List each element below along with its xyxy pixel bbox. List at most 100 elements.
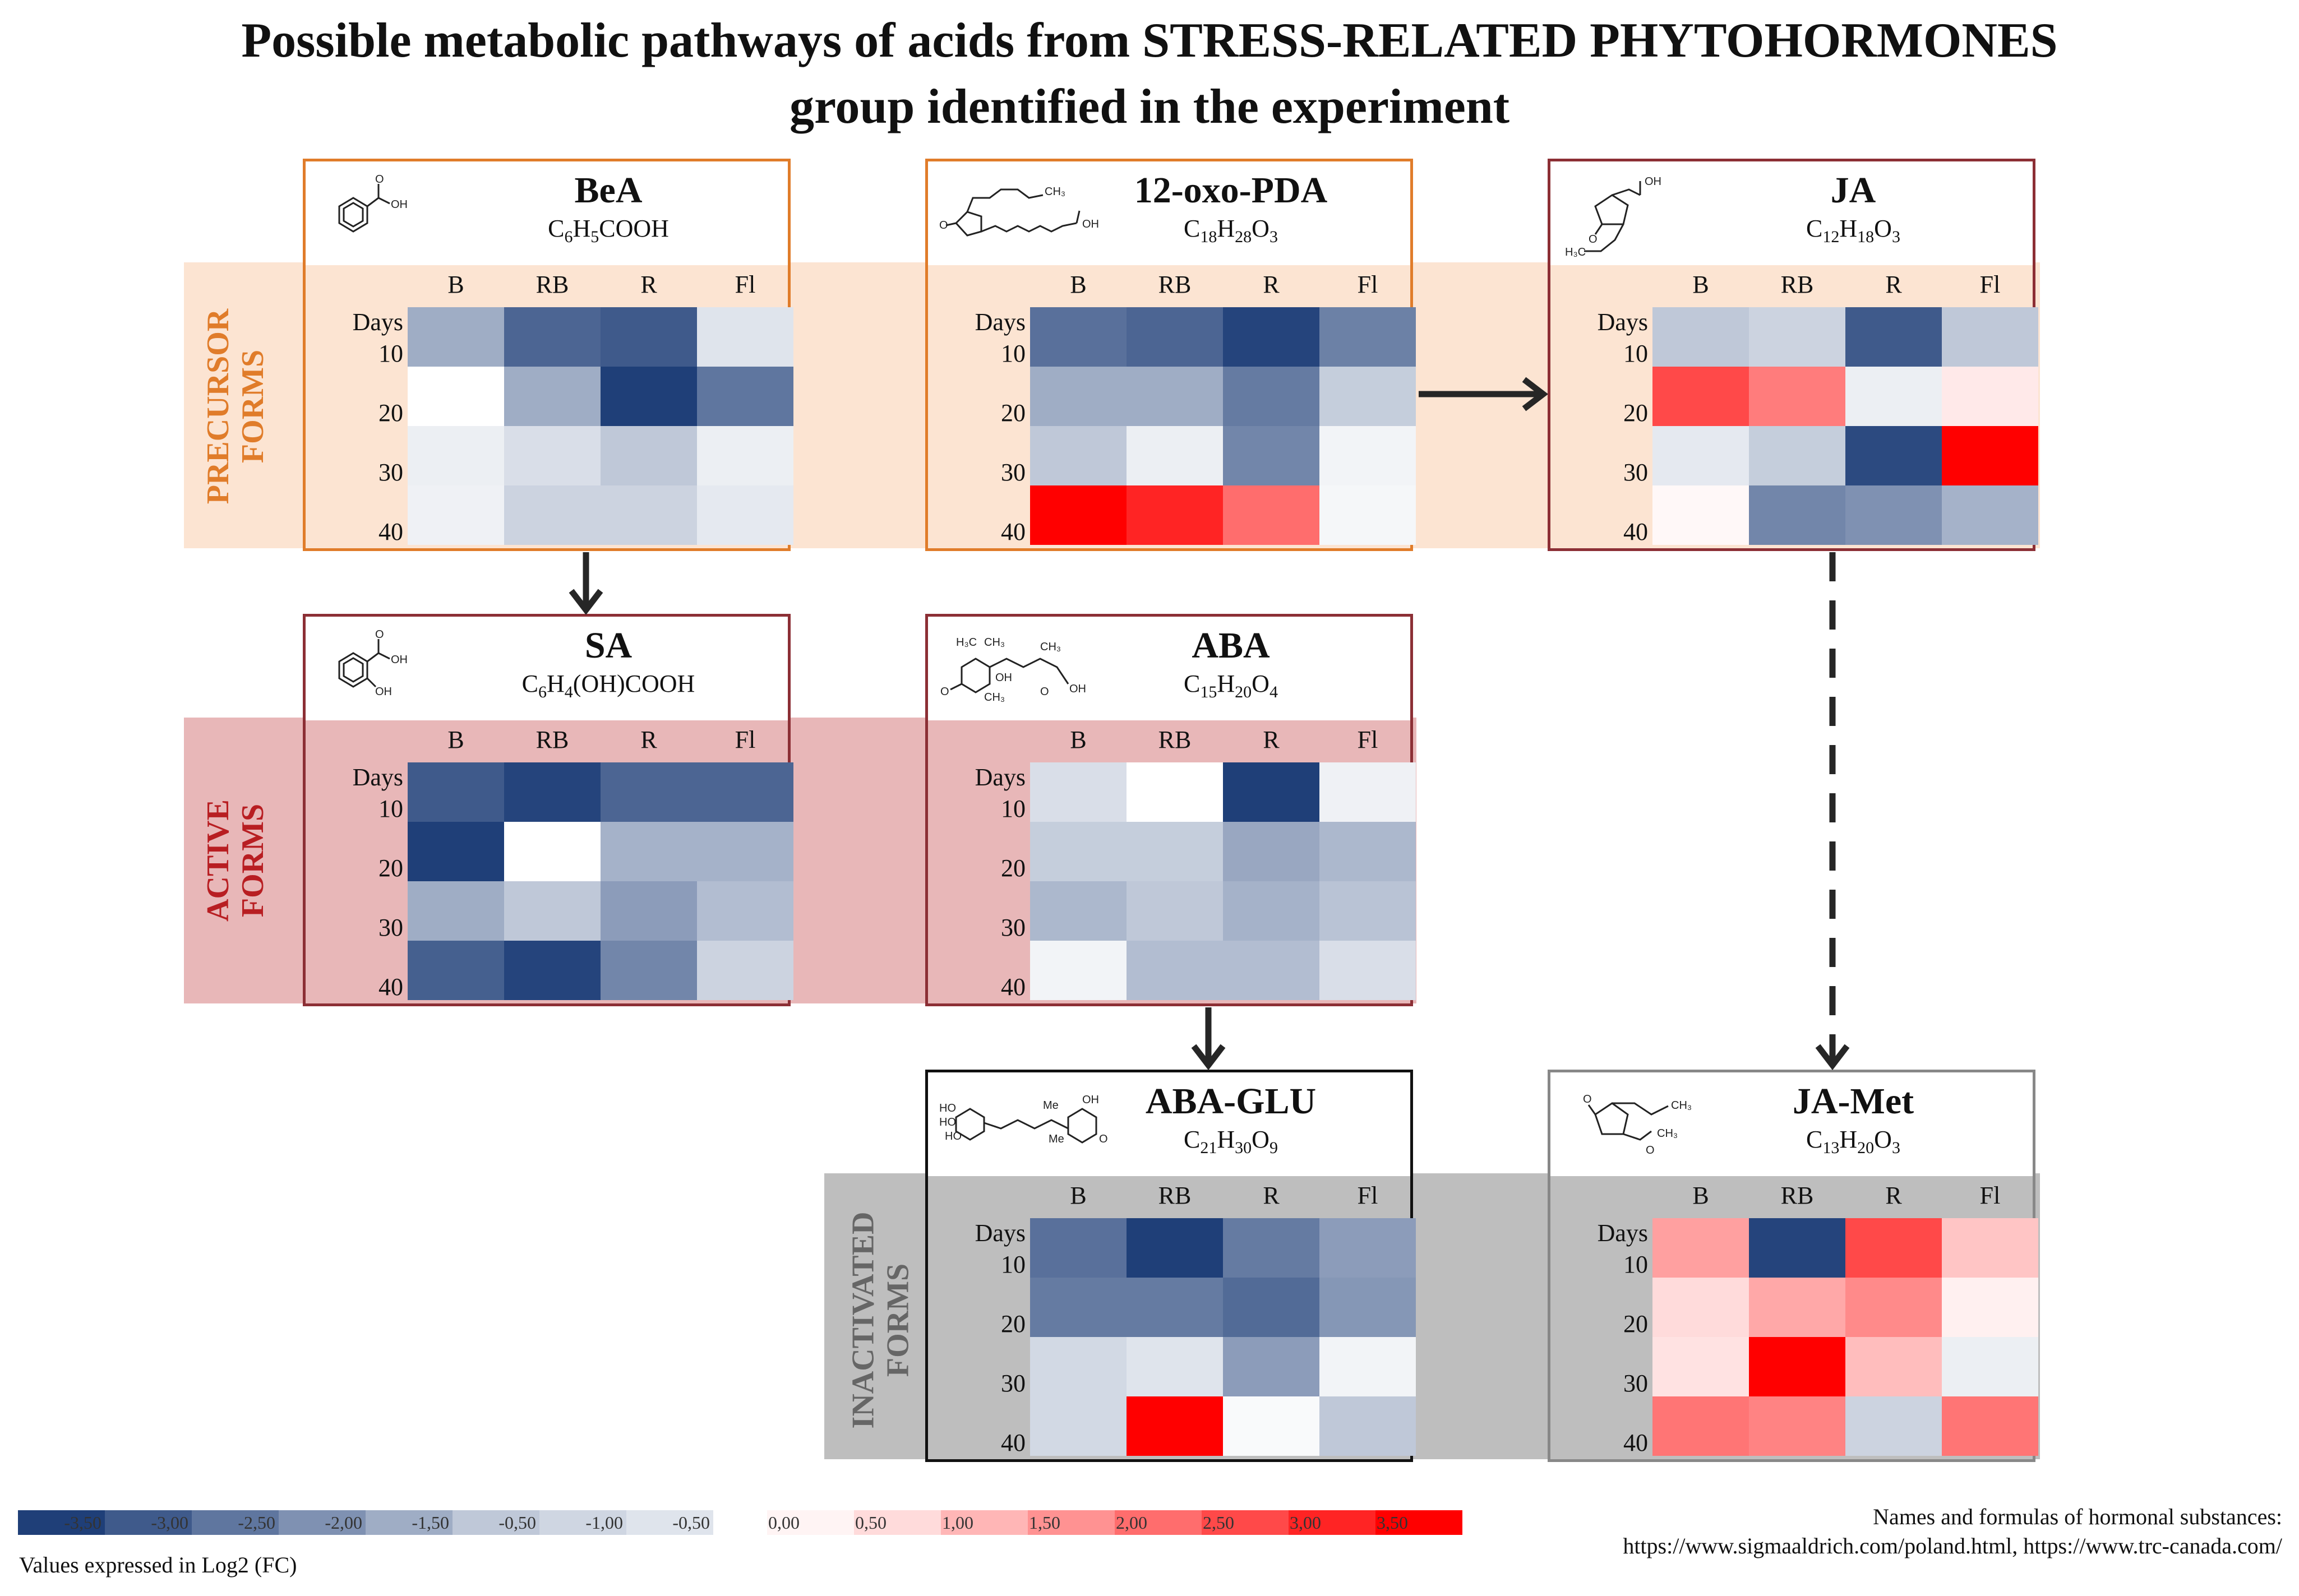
molecule-structure-icon: O OH H₃C: [1562, 173, 1707, 271]
arrow-bea-to-sa-head: [569, 589, 603, 616]
svg-text:H₃C: H₃C: [1565, 246, 1586, 258]
legend-label: 1,00: [942, 1512, 973, 1533]
compound-name: ABA: [1192, 625, 1270, 666]
legend-swatch: [1375, 1510, 1462, 1535]
day-row-label: 30: [1001, 459, 1026, 486]
svg-text:OH: OH: [1069, 683, 1086, 695]
legend-label: -2,00: [325, 1512, 362, 1533]
days-axis-label: Days: [975, 308, 1026, 336]
column-label: RB: [1158, 1182, 1192, 1209]
legend-label: -2,50: [238, 1512, 275, 1533]
heatmap-cell: [1652, 367, 1749, 426]
legend-swatch: [279, 1510, 366, 1535]
molecule-structure-icon: OH O: [317, 173, 412, 248]
column-label: B: [1692, 1182, 1709, 1209]
day-row-label: 10: [1623, 340, 1648, 367]
day-row-label: 10: [378, 795, 403, 822]
svg-text:O: O: [1589, 233, 1598, 246]
heatmap-cell: [1942, 1278, 2038, 1337]
svg-text:HO: HO: [939, 1102, 956, 1114]
legend-swatch: [1115, 1510, 1202, 1535]
day-row-label: 10: [1001, 340, 1026, 367]
column-label: B: [447, 726, 464, 753]
day-row-label: 40: [1623, 518, 1648, 545]
days-axis-label: Days: [1597, 308, 1648, 336]
svg-text:CH₃: CH₃: [984, 691, 1005, 704]
compound-formula: C12H18O3: [1806, 215, 1900, 246]
legend-label: -1,50: [412, 1512, 449, 1533]
column-label: B: [1070, 271, 1087, 298]
heatmap-cell: [1749, 485, 1845, 545]
heatmap-cell: [601, 941, 697, 1000]
column-label: Fl: [1979, 1182, 2001, 1209]
heatmap-cell: [1319, 426, 1416, 485]
legend-label: -3,00: [151, 1512, 188, 1533]
heatmap-cell: [1319, 307, 1416, 367]
panel-ja-met: O CH₃ O CH₃ JA-Met C13H20O3 B RB R Fl Days 10 20 30 40: [1548, 1070, 2038, 1462]
day-row-label: 40: [1623, 1429, 1648, 1456]
heatmap-cell: [697, 485, 793, 545]
column-label: Fl: [1357, 726, 1378, 753]
heatmap-cell: [1319, 1218, 1416, 1278]
day-row-label: 30: [1623, 1370, 1648, 1397]
svg-text:OH: OH: [1645, 175, 1661, 188]
day-row-label: 20: [1623, 399, 1648, 427]
day-row-label: 10: [378, 340, 403, 367]
svg-text:O: O: [1583, 1093, 1592, 1105]
days-axis-label: Days: [975, 1219, 1026, 1247]
figure-title-line-2: group identified in the experiment: [789, 80, 1510, 134]
heatmap-cell: [1652, 307, 1749, 367]
heatmap-cell: [1319, 881, 1416, 941]
compound-name: SA: [584, 625, 633, 666]
panel-header: HO HO HO Me OH Me O ABA-GLU C21H30O9: [928, 1072, 1410, 1176]
column-label: R: [1885, 271, 1902, 298]
figure-title-line-1: Possible metabolic pathways of acids fro…: [241, 13, 2058, 68]
molecule-structure-icon: O OH CH₃: [939, 173, 1124, 254]
svg-text:O: O: [1099, 1133, 1108, 1145]
heatmap-cell: [1942, 307, 2038, 367]
day-row-label: 40: [1001, 1429, 1026, 1456]
svg-text:O: O: [1040, 686, 1049, 698]
heatmap-cell: [1652, 1396, 1749, 1456]
day-row-label: 40: [378, 518, 403, 545]
heatmap-cell: [1845, 1337, 1942, 1396]
svg-text:Me: Me: [1043, 1099, 1059, 1112]
legend-swatch: [539, 1510, 626, 1535]
heatmap-cell: [1845, 485, 1942, 545]
day-row-label: 20: [1001, 854, 1026, 882]
svg-text:CH₃: CH₃: [1671, 1099, 1692, 1112]
compound-formula: C6H4(OH)COOH: [521, 670, 695, 701]
svg-text:OH: OH: [375, 686, 392, 698]
heatmap-cell: [1319, 762, 1416, 822]
legend-label: 2,00: [1116, 1512, 1147, 1533]
heatmap-cell: [1319, 941, 1416, 1000]
day-row-label: 20: [1001, 1310, 1026, 1338]
day-row-label: 40: [1001, 973, 1026, 1001]
heatmap-cell: [504, 941, 601, 1000]
heatmap-cell: [1223, 426, 1319, 485]
heatmap-cell: [1030, 367, 1127, 426]
legend-caption: Values expressed in Log2 (FC): [19, 1552, 297, 1578]
day-row-label: 30: [1001, 1370, 1026, 1397]
heatmap-cell: [1845, 426, 1942, 485]
panel-header: OH O BeA C6H5COOH: [306, 161, 788, 265]
heatmap-cell: [408, 881, 504, 941]
column-label: RB: [1158, 726, 1192, 753]
arrow-aba-to-abaglu-head: [1191, 1044, 1226, 1071]
arrow-ja-to-jamet-head: [1815, 1044, 1850, 1071]
column-label: Fl: [735, 726, 756, 753]
heatmap-cell: [697, 881, 793, 941]
heatmap-cell: [1127, 941, 1223, 1000]
compound-formula: C13H20O3: [1806, 1126, 1900, 1157]
figure-title: Possible metabolic pathways of acids fro…: [0, 8, 2299, 140]
legend-swatch: [18, 1510, 105, 1535]
column-label: Fl: [1357, 1182, 1378, 1209]
heatmap-cell: [1319, 822, 1416, 881]
heatmap-cell: [1942, 367, 2038, 426]
heatmap-cell: [1223, 1337, 1319, 1396]
heatmap-cell: [1127, 307, 1223, 367]
heatmap-cell: [1942, 485, 2038, 545]
sources-note: Names and formulas of hormonal substance…: [1623, 1502, 2282, 1561]
svg-text:O: O: [375, 628, 384, 641]
heatmap-cell: [1030, 485, 1127, 545]
